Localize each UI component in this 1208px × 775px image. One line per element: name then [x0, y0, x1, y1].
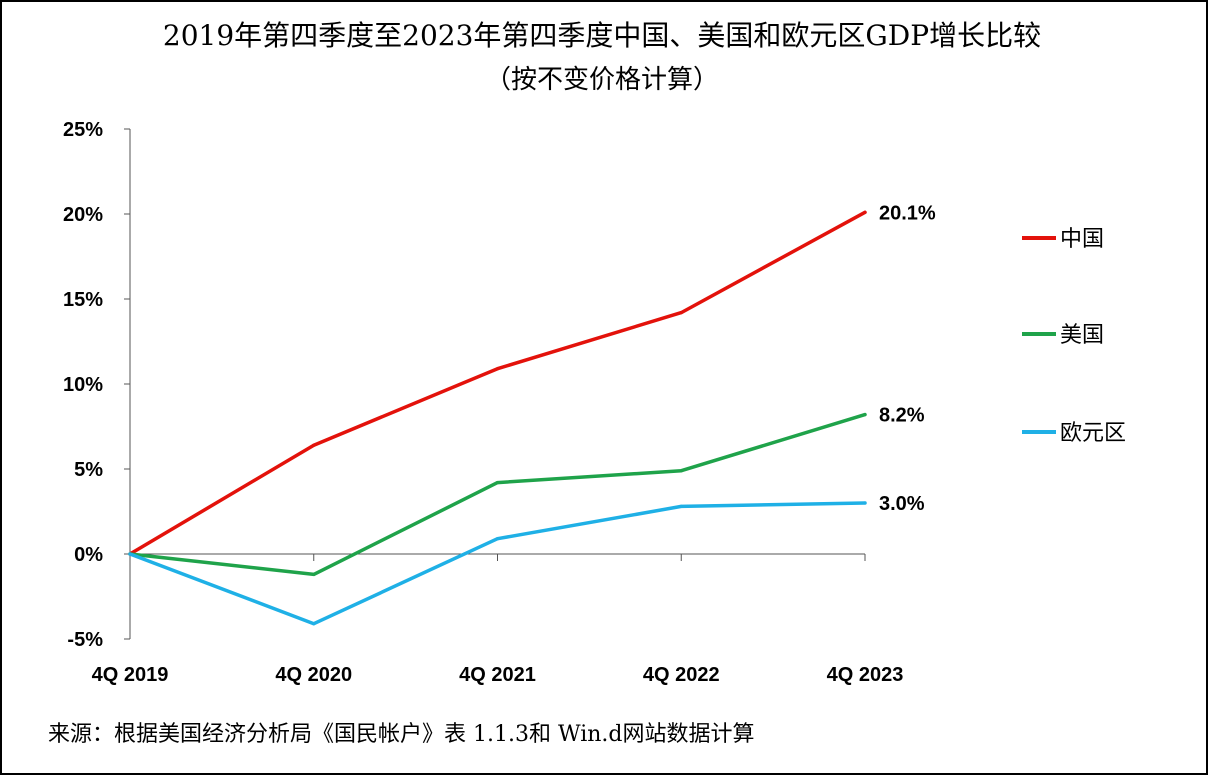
source-note: 来源：根据美国经济分析局《国民帐户》表 1.1.3和 Win.d网站数据计算 — [48, 722, 755, 747]
legend-label: 美国 — [1060, 323, 1104, 348]
x-tick-label: 4Q 2019 — [92, 664, 169, 686]
y-tick-label: 10% — [63, 374, 103, 396]
data-point — [679, 469, 683, 473]
legend-label: 欧元区 — [1060, 421, 1126, 446]
chart-subtitle: （按不变价格计算） — [484, 65, 719, 95]
data-point — [863, 501, 867, 505]
series-line-2 — [128, 412, 867, 577]
data-label: 8.2% — [879, 405, 925, 427]
data-point — [679, 504, 683, 508]
x-tick-label: 4Q 2023 — [827, 664, 904, 686]
data-point — [128, 552, 132, 556]
data-point — [679, 311, 683, 315]
data-point — [495, 537, 500, 541]
data-point — [312, 622, 316, 626]
data-label: 20.1% — [879, 202, 936, 224]
data-point — [312, 443, 316, 447]
y-tick-label: -5% — [67, 629, 103, 651]
data-point — [863, 210, 867, 214]
y-tick-label: 15% — [63, 289, 103, 311]
data-label: 3.0% — [879, 493, 925, 515]
data-point — [863, 413, 867, 417]
x-tick-label: 4Q 2022 — [643, 664, 720, 686]
y-tick-label: 0% — [74, 544, 103, 566]
series-line-1 — [128, 210, 867, 556]
x-tick-label: 4Q 2020 — [275, 664, 352, 686]
y-tick-label: 5% — [74, 459, 103, 481]
data-point — [495, 367, 500, 371]
data-point — [495, 481, 500, 485]
x-tick-label: 4Q 2021 — [459, 664, 536, 686]
legend-label: 中国 — [1060, 227, 1104, 252]
series-line-3 — [128, 501, 867, 626]
y-tick-label: 25% — [63, 119, 103, 141]
y-tick-label: 20% — [63, 204, 103, 226]
chart-title: 2019年第四季度至2023年第四季度中国、美国和欧元区GDP增长比较 — [162, 19, 1042, 52]
data-point — [312, 572, 316, 577]
